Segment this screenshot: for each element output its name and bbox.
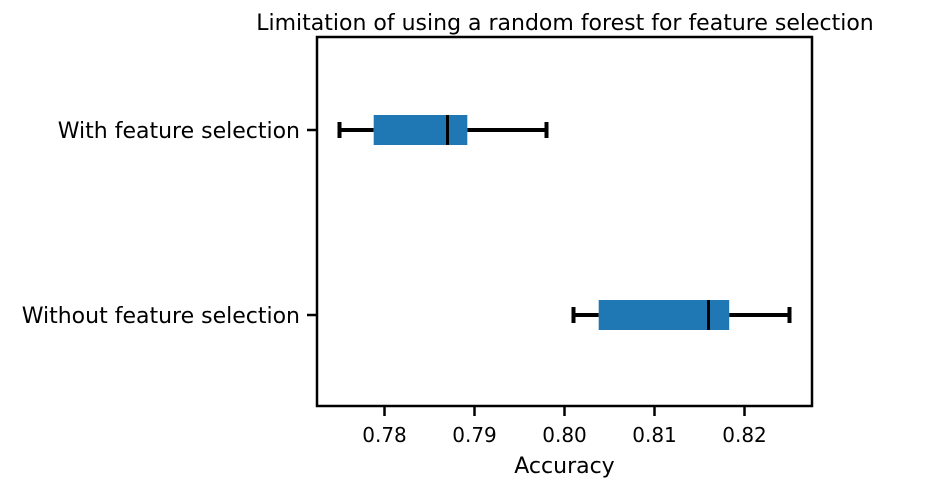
x-tick-label: 0.78 bbox=[362, 423, 407, 447]
y-tick-label: With feature selection bbox=[58, 119, 300, 144]
chart-title: Limitation of using a random forest for … bbox=[256, 11, 874, 36]
y-tick-label: Without feature selection bbox=[22, 304, 300, 329]
x-axis-label: Accuracy bbox=[514, 454, 614, 479]
box-iqr bbox=[373, 115, 468, 145]
x-tick-label: 0.81 bbox=[632, 423, 677, 447]
plot-marks bbox=[337, 115, 792, 330]
plot-frame bbox=[315, 35, 814, 408]
x-tick-label: 0.82 bbox=[722, 423, 767, 447]
y-axis: With feature selection Without feature se… bbox=[22, 119, 317, 329]
x-axis: 0.78 0.79 0.80 0.81 0.82 bbox=[362, 406, 767, 447]
x-tick-label: 0.79 bbox=[452, 423, 497, 447]
x-tick-label: 0.80 bbox=[542, 423, 587, 447]
